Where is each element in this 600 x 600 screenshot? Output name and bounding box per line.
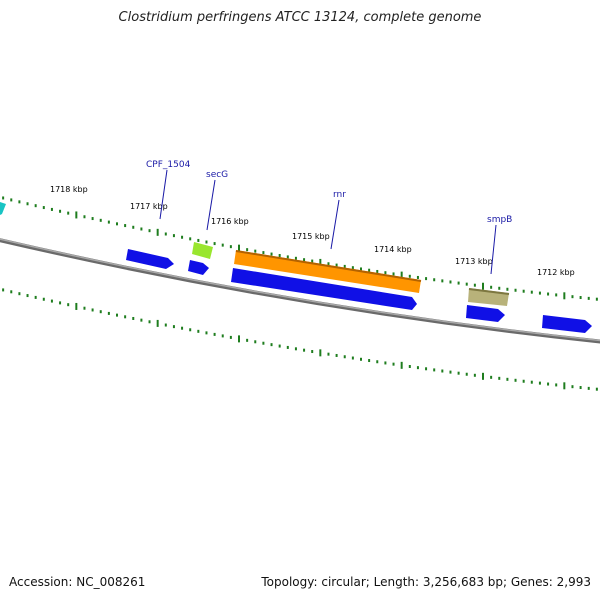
tick-label: 1718 kbp — [50, 185, 88, 194]
gene-label[interactable]: CPF_1504 — [146, 160, 191, 170]
genome-summary: Topology: circular; Length: 3,256,683 bp… — [261, 575, 591, 589]
gene-label[interactable]: secG — [206, 170, 228, 180]
gene-label[interactable]: rnr — [333, 190, 346, 200]
gene-rnr-cds[interactable] — [231, 268, 417, 310]
gene-secg[interactable] — [192, 242, 213, 259]
tick-label: 1716 kbp — [211, 217, 249, 226]
gene-rnr[interactable] — [234, 250, 421, 293]
label-line — [206, 179, 216, 231]
tick-label: 1715 kbp — [292, 232, 330, 241]
label-line — [490, 224, 497, 275]
genome-backbone — [0, 238, 600, 344]
gene-label[interactable]: smpB — [487, 215, 512, 225]
teal-feature[interactable] — [0, 202, 6, 215]
outer-tick-ring — [2, 196, 598, 301]
gene-cpf-1504[interactable] — [126, 249, 174, 269]
inner-tick-ring — [2, 288, 598, 391]
label-line — [330, 199, 340, 250]
accession-label: Accession: NC_008261 — [9, 575, 146, 589]
tick-label: 1717 kbp — [130, 202, 168, 211]
gene-secg-cds[interactable] — [188, 260, 209, 275]
gene-right-cds[interactable] — [542, 315, 592, 333]
tick-label: 1712 kbp — [537, 268, 575, 277]
gene-smpb-cds[interactable] — [466, 305, 505, 322]
tick-label: 1714 kbp — [374, 245, 412, 254]
tick-label: 1713 kbp — [455, 257, 493, 266]
genome-title: Clostridium perfringens ATCC 13124, comp… — [118, 10, 482, 25]
label-line — [159, 169, 168, 220]
